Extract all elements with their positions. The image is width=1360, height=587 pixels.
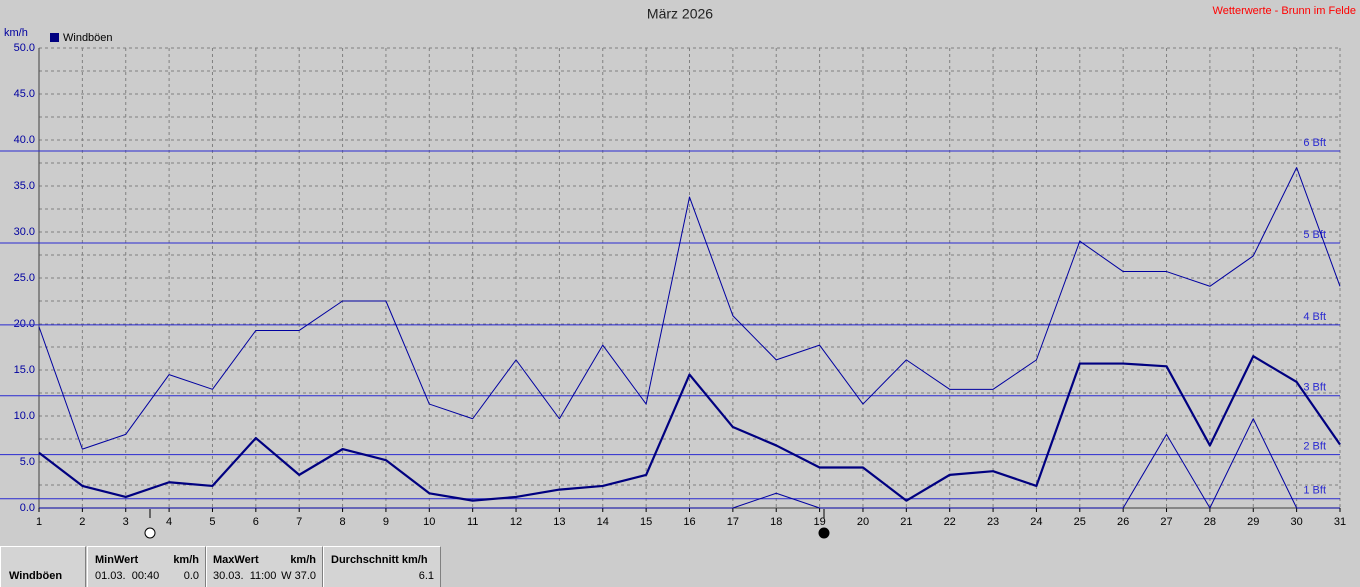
- x-tick-label: 14: [597, 516, 609, 528]
- min-unit: km/h: [173, 554, 199, 566]
- x-tick-label: 7: [296, 516, 302, 528]
- x-tick-label: 24: [1030, 516, 1042, 528]
- x-tick-label: 10: [423, 516, 435, 528]
- max-value: W 37.0: [281, 570, 316, 582]
- moon-new: [818, 527, 830, 539]
- series-line: [39, 418, 1340, 509]
- x-tick-label: 28: [1204, 516, 1216, 528]
- x-tick-label: 17: [727, 516, 739, 528]
- max-title: MaxWert: [213, 554, 259, 566]
- y-tick-label: 30.0: [14, 226, 35, 238]
- avg-cell: Durchschnitt km/h 6.1: [323, 546, 441, 587]
- summary-name-cell: Windböen: [0, 546, 86, 587]
- max-time: 30.03. 11:00: [213, 570, 277, 582]
- bft-label: 1 Bft: [1303, 485, 1326, 497]
- max-unit: km/h: [290, 554, 316, 566]
- y-tick-label: 5.0: [20, 456, 35, 468]
- x-tick-label: 16: [683, 516, 695, 528]
- bft-label: 6 Bft: [1303, 137, 1326, 149]
- x-tick-label: 26: [1117, 516, 1129, 528]
- y-tick-label: 10.0: [14, 410, 35, 422]
- x-tick-label: 20: [857, 516, 869, 528]
- y-tick-label: 45.0: [14, 88, 35, 100]
- x-tick-label: 29: [1247, 516, 1259, 528]
- avg-title: Durchschnitt km/h: [331, 554, 428, 566]
- x-tick-label: 15: [640, 516, 652, 528]
- x-tick-label: 11: [467, 516, 478, 528]
- bft-label: 3 Bft: [1303, 382, 1326, 394]
- x-tick-label: 4: [166, 516, 172, 528]
- x-tick-label: 13: [553, 516, 565, 528]
- series-line: [38, 167, 1341, 450]
- bft-label: 2 Bft: [1303, 441, 1326, 453]
- min-title: MinWert: [95, 554, 139, 566]
- x-tick-label: 30: [1291, 516, 1303, 528]
- y-tick-label: 0.0: [20, 502, 35, 514]
- y-tick-label: 50.0: [14, 42, 35, 54]
- chart: März 2026 Wetterwerte - Brunn im Felde k…: [0, 5, 1356, 539]
- x-tick-label: 8: [340, 516, 346, 528]
- source: Wetterwerte - Brunn im Felde: [1213, 5, 1356, 17]
- x-tick-label: 3: [123, 516, 129, 528]
- x-tick-label: 31: [1334, 516, 1346, 528]
- x-tick-label: 6: [253, 516, 259, 528]
- x-tick-label: 25: [1074, 516, 1086, 528]
- x-tick-label: 2: [79, 516, 85, 528]
- x-tick-label: 12: [510, 516, 522, 528]
- x-tick-label: 9: [383, 516, 389, 528]
- avg-value: 6.1: [418, 570, 434, 582]
- x-tick-label: 18: [770, 516, 782, 528]
- y-unit: km/h: [4, 27, 28, 39]
- moon-full: [144, 527, 156, 539]
- bft-label: 4 Bft: [1303, 311, 1326, 323]
- y-tick-label: 20.0: [14, 318, 35, 330]
- x-tick-label: 22: [944, 516, 956, 528]
- min-time: 01.03. 00:40: [95, 570, 160, 582]
- min-value: 0.0: [183, 570, 199, 582]
- x-tick-label: 23: [987, 516, 999, 528]
- y-tick-label: 40.0: [14, 134, 35, 146]
- legend-label: Windböen: [63, 32, 113, 44]
- x-tick-label: 27: [1160, 516, 1172, 528]
- y-tick-label: 15.0: [14, 364, 35, 376]
- max-cell: MaxWert km/h 30.03. 11:00 W 37.0: [206, 546, 323, 587]
- chart-title: März 2026: [647, 6, 713, 22]
- series-line: [38, 355, 1341, 502]
- y-tick-label: 35.0: [14, 180, 35, 192]
- x-tick-label: 5: [209, 516, 215, 528]
- x-tick-label: 21: [900, 516, 912, 528]
- min-cell: MinWert km/h 01.03. 00:40 0.0: [87, 546, 206, 587]
- legend-swatch: [50, 33, 59, 42]
- summary-name: Windböen: [9, 570, 63, 582]
- x-tick-label: 19: [813, 516, 825, 528]
- x-tick-label: 1: [36, 516, 42, 528]
- y-tick-label: 25.0: [14, 272, 35, 284]
